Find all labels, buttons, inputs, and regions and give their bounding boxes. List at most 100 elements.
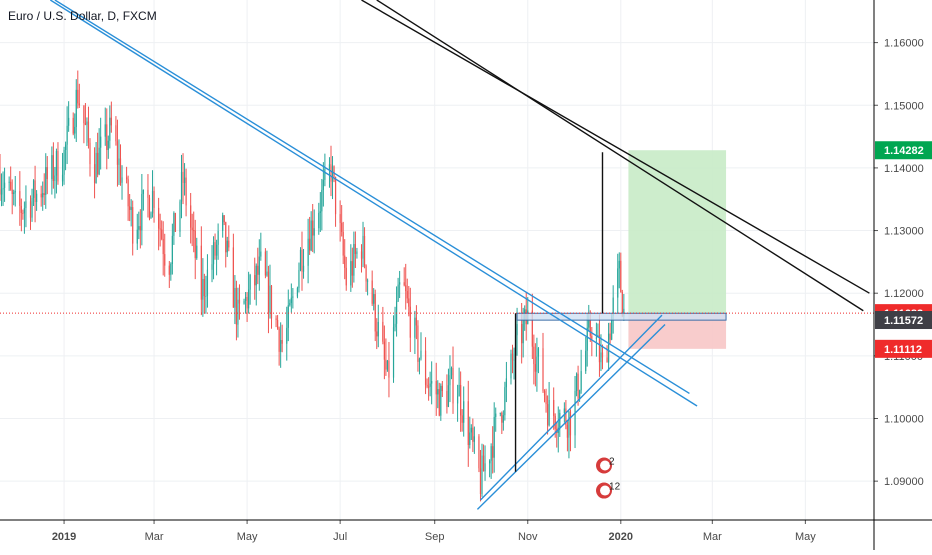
y-tick-label: 1.12000: [884, 288, 924, 300]
candle-body: [418, 358, 421, 362]
candle-body: [141, 193, 143, 231]
candle-body: [249, 275, 251, 290]
candle-body: [431, 381, 433, 384]
x-tick-label: Mar: [703, 531, 722, 543]
candle-body: [132, 207, 134, 244]
candle-body: [226, 240, 228, 253]
candle-body: [440, 385, 442, 416]
candle-body: [161, 229, 163, 239]
candle-body: [100, 136, 102, 148]
candle-body: [478, 436, 480, 469]
candle-body: [25, 201, 27, 208]
candle-body: [414, 317, 416, 338]
candle-body: [470, 427, 472, 433]
candle-body: [322, 179, 324, 190]
candle-body: [104, 124, 106, 137]
candle-body: [287, 305, 289, 328]
candle-body: [493, 416, 495, 458]
candle-body: [191, 227, 193, 231]
candle-body: [568, 411, 570, 438]
candle-body: [136, 229, 138, 244]
candle-body: [270, 285, 273, 319]
candle-body: [116, 141, 119, 165]
candle-body: [107, 140, 109, 150]
candle-body: [353, 244, 355, 276]
candle-body: [173, 212, 175, 236]
candle-body: [446, 391, 448, 407]
candle-body: [426, 384, 428, 387]
candle-body: [501, 412, 503, 423]
candle-body: [312, 220, 314, 236]
price-badge: [875, 141, 932, 160]
grid-layer: [0, 0, 874, 520]
candle-body: [319, 211, 321, 213]
candle-body: [248, 289, 250, 309]
candle-body: [74, 126, 76, 134]
candle-body: [203, 279, 205, 297]
candle-body: [543, 390, 546, 396]
y-tick-label: 1.09000: [884, 476, 924, 488]
candle-body: [420, 350, 422, 359]
candle-body: [521, 324, 523, 344]
candle-body: [495, 413, 497, 417]
candle-body: [461, 415, 463, 423]
candle-body: [589, 320, 591, 336]
candle-body: [341, 222, 343, 232]
candle-body: [388, 360, 390, 378]
candle-body: [473, 436, 475, 442]
candle-body: [428, 386, 430, 388]
candle-body: [0, 189, 3, 195]
candle-body: [617, 268, 619, 298]
candle-body: [450, 368, 453, 376]
candle-body: [351, 261, 353, 276]
candle-body: [8, 181, 10, 183]
candle-body: [385, 359, 387, 370]
candle-body: [585, 350, 587, 372]
x-tick-label: 2020: [609, 531, 633, 543]
candle-body: [31, 197, 33, 218]
candle-body: [397, 284, 399, 302]
candle-body: [147, 189, 149, 198]
candle-body: [492, 446, 494, 458]
candle-body: [607, 333, 610, 363]
candle-body: [3, 182, 6, 188]
trendline: [479, 314, 663, 501]
candle-body: [211, 264, 213, 270]
candle-body: [289, 303, 291, 306]
candle-body: [505, 378, 508, 388]
candle-body: [180, 171, 183, 202]
chart-title: Euro / U.S. Dollar, D, FXCM: [8, 9, 157, 23]
candle-body: [87, 121, 90, 143]
candle-body: [190, 205, 192, 228]
candle-body: [376, 331, 378, 337]
candle-body: [403, 282, 405, 286]
candle-body: [34, 180, 36, 202]
range-box: [516, 312, 727, 321]
candle-body: [577, 373, 579, 399]
candle-body: [437, 389, 439, 395]
candle-body: [363, 235, 366, 266]
candle-body: [606, 357, 608, 363]
candle-body: [447, 385, 450, 407]
candle-body: [460, 384, 462, 416]
candle-body: [511, 353, 514, 361]
x-tick-label: Sep: [425, 531, 445, 543]
candle-body: [456, 396, 459, 404]
candle-body: [333, 166, 335, 178]
candle-body: [193, 230, 195, 232]
candle-body: [93, 164, 96, 184]
candle-body: [206, 269, 209, 296]
candle-body: [237, 299, 239, 325]
candle-body: [618, 260, 620, 269]
candle-body: [522, 320, 524, 344]
candle-body: [331, 166, 334, 182]
candle-body: [504, 387, 506, 416]
candle-body: [383, 341, 385, 360]
candle-body: [360, 251, 363, 259]
candle-body: [258, 256, 260, 275]
candle-body: [215, 244, 218, 256]
candle-body: [301, 249, 303, 272]
candle-body: [362, 235, 364, 259]
price-badge-label: 1.14282: [884, 145, 924, 157]
